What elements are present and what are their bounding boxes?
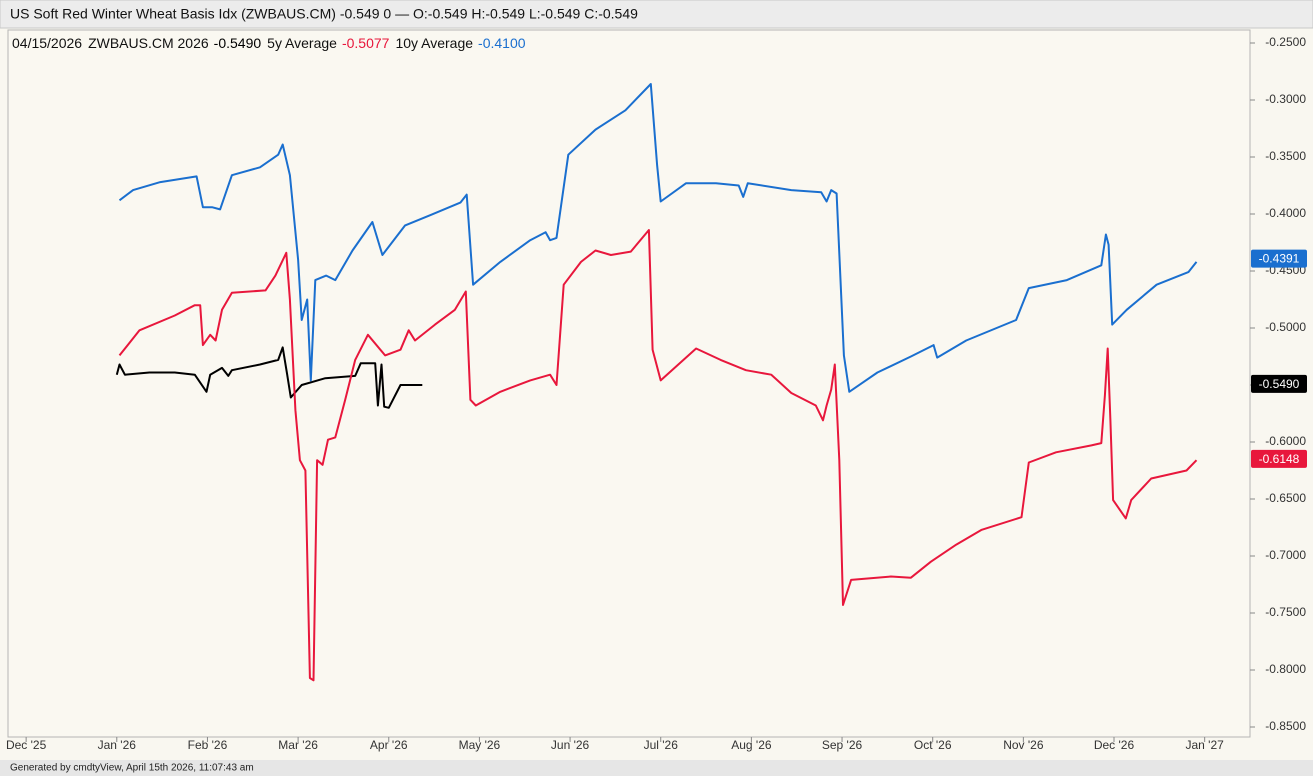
y-tick-label: -0.6500	[1265, 491, 1306, 505]
legend-name: 5y Average	[267, 35, 337, 51]
y-tick-label: -0.4000	[1265, 206, 1306, 220]
series-line	[115, 346, 423, 409]
x-tick-label: Jan '27	[1186, 738, 1225, 752]
x-tick-label: Mar '26	[278, 738, 318, 752]
y-tick-label: -0.8500	[1265, 719, 1306, 733]
x-tick-label: Nov '26	[1003, 738, 1044, 752]
series-line	[118, 229, 1198, 682]
footer: Generated by cmdtyView, April 15th 2026,…	[10, 763, 254, 774]
x-tick-label: May '26	[459, 738, 501, 752]
title-bar	[0, 0, 1313, 29]
last-value-badge	[1251, 449, 1307, 468]
last-value-badge	[1251, 249, 1307, 268]
x-tick-label: Dec '26	[1094, 738, 1135, 752]
x-tick-label: Oct '26	[914, 738, 952, 752]
x-tick-label: Jul '26	[644, 738, 679, 752]
plot-area	[7, 29, 1251, 738]
x-tick-label: Jun '26	[551, 738, 590, 752]
y-tick-label: -0.2500	[1265, 35, 1306, 49]
y-tick-label: -0.5000	[1265, 320, 1306, 334]
x-tick-label: Jan '26	[98, 738, 137, 752]
x-tick-label: Apr '26	[370, 738, 408, 752]
legend-name: ZWBAUS.CM 2026	[88, 35, 209, 51]
footer-bar	[0, 760, 1313, 776]
y-tick-label: -0.8000	[1265, 662, 1306, 676]
y-tick-label: -0.6000	[1265, 434, 1306, 448]
chart-title: US Soft Red Winter Wheat Basis Idx (ZWBA…	[10, 6, 638, 22]
legend: 04/15/2026 ZWBAUS.CM 2026 -0.5490 5y Averag…	[12, 35, 526, 51]
x-tick-label: Aug '26	[731, 738, 772, 752]
x-tick-label: Dec '25	[6, 738, 47, 752]
last-value-badge	[1251, 374, 1307, 393]
last-value-label: -0.4391	[1259, 252, 1300, 266]
y-tick-label: -0.7500	[1265, 605, 1306, 619]
last-value-label: -0.5490	[1259, 377, 1300, 391]
y-tick-label: -0.3500	[1265, 149, 1306, 163]
last-value-label: -0.6148	[1259, 452, 1300, 466]
legend-value: -0.4100	[478, 35, 526, 51]
legend-name: 10y Average	[395, 35, 473, 51]
x-tick-label: Sep '26	[822, 738, 863, 752]
y-tick-label: -0.7000	[1265, 548, 1306, 562]
legend-value: -0.5077	[342, 35, 390, 51]
x-tick-label: Feb '26	[188, 738, 228, 752]
series-line	[118, 83, 1198, 393]
legend-value: -0.5490	[214, 35, 262, 51]
y-tick-label: -0.3000	[1265, 92, 1306, 106]
legend-date: 04/15/2026	[12, 35, 82, 51]
